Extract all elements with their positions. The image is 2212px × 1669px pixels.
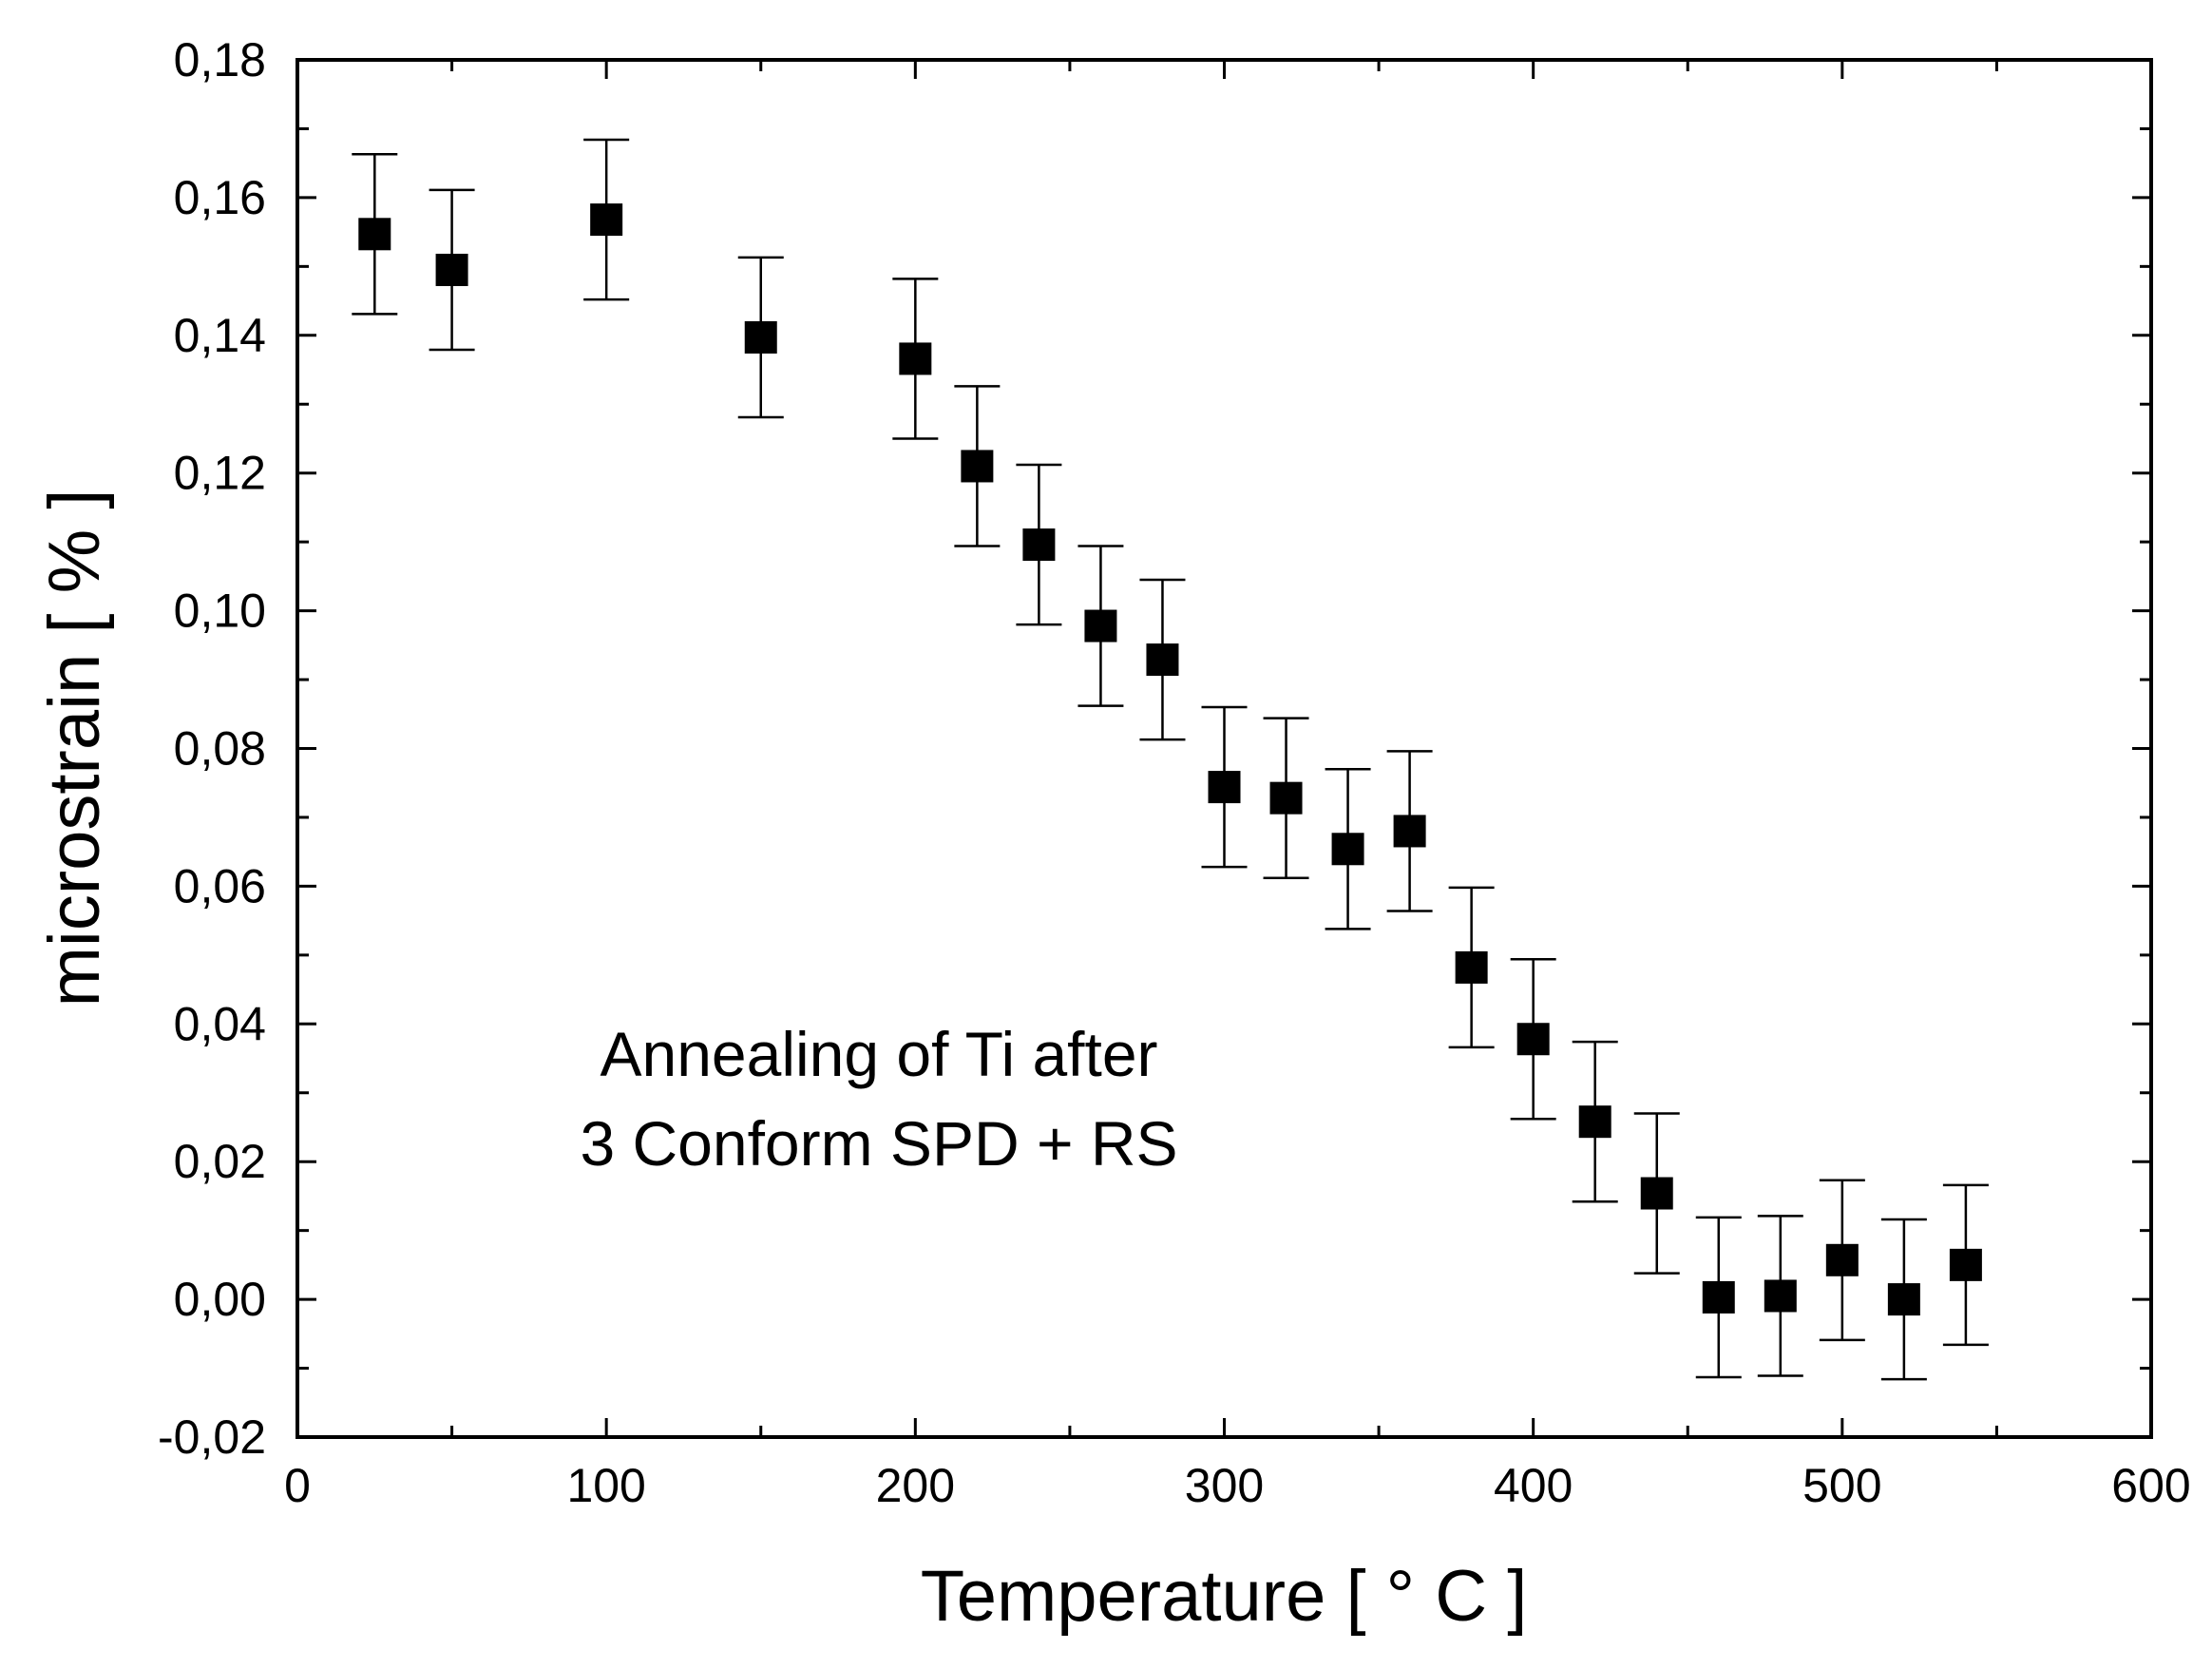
data-point — [358, 218, 391, 251]
data-point — [1887, 1283, 1920, 1316]
y-tick-label: 0,10 — [174, 585, 266, 638]
data-point — [1393, 815, 1426, 848]
data-point — [1022, 528, 1056, 562]
data-point — [590, 203, 623, 237]
x-tick-label: 200 — [876, 1459, 955, 1512]
data-point — [899, 342, 932, 375]
data-point — [1825, 1243, 1859, 1276]
annotation-line-1: Annealing of Ti after — [600, 1019, 1157, 1089]
y-tick-label: 0,18 — [174, 33, 266, 86]
data-point — [1949, 1248, 1982, 1281]
data-point — [1702, 1280, 1735, 1314]
data-point — [1455, 950, 1488, 984]
x-tick-label: 0 — [284, 1459, 311, 1512]
data-point — [1146, 643, 1179, 677]
tick-labels: 0 100 200 300 400 500 600 -0,02 0,00 0,02 0,04 0,06… — [158, 33, 2191, 1512]
data-point — [1331, 833, 1364, 866]
error-bars — [352, 138, 1989, 1381]
x-tick-label: 600 — [2111, 1459, 2190, 1512]
data-point — [1208, 771, 1241, 804]
x-tick-label: 500 — [1802, 1459, 1881, 1512]
x-axis-title: Temperature [ ° C ] — [921, 1556, 1528, 1637]
y-tick-label: 0,02 — [174, 1135, 266, 1188]
y-tick-label: 0,12 — [174, 447, 266, 500]
y-axis-title: microstrain [ % ] — [34, 489, 115, 1007]
data-point — [1578, 1105, 1611, 1139]
annotation-line-2: 3 Conform SPD + RS — [580, 1108, 1177, 1179]
y-tick-label: 0,14 — [174, 309, 266, 362]
data-point — [1516, 1023, 1550, 1056]
data-point — [1764, 1279, 1797, 1313]
data-point — [961, 450, 994, 483]
x-tick-label: 400 — [1494, 1459, 1573, 1512]
data-point — [435, 253, 468, 286]
data-point — [1269, 781, 1303, 815]
y-tick-label: 0,00 — [174, 1273, 266, 1326]
data-point — [744, 320, 777, 354]
x-tick-label: 100 — [566, 1459, 645, 1512]
y-tick-label: 0,16 — [174, 171, 266, 224]
data-markers — [358, 203, 1982, 1316]
axis-ticks — [296, 58, 2153, 1439]
y-tick-label: 0,04 — [174, 997, 266, 1050]
y-tick-label: 0,06 — [174, 859, 266, 912]
data-point — [1640, 1177, 1673, 1210]
data-point — [1084, 609, 1117, 643]
x-tick-label: 300 — [1185, 1459, 1264, 1512]
y-tick-label: 0,08 — [174, 722, 266, 776]
y-tick-label: -0,02 — [158, 1410, 266, 1464]
